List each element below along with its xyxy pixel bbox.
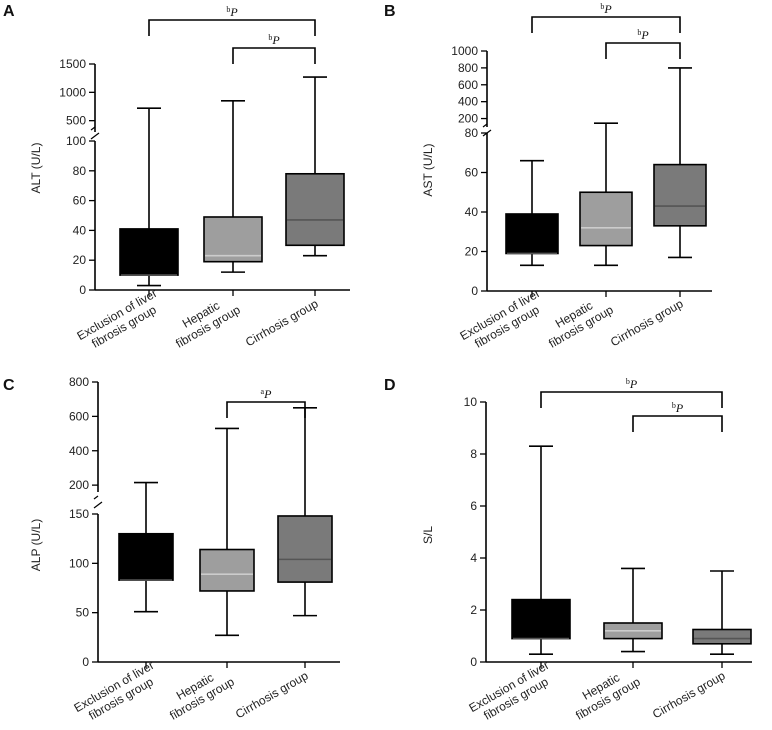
y-tick-label: 150 bbox=[69, 507, 89, 521]
box-iqr bbox=[505, 213, 559, 255]
y-tick-label: 100 bbox=[66, 134, 86, 148]
axis-break-mark bbox=[482, 123, 488, 128]
y-tick-label: 0 bbox=[470, 655, 477, 669]
y-tick-label: 8 bbox=[470, 447, 477, 461]
y-tick-label: 600 bbox=[69, 409, 89, 423]
y-tick-label: 600 bbox=[458, 78, 478, 92]
x-category-label: Exclusion of liverfibrosis group bbox=[467, 658, 559, 727]
panel-letter: D bbox=[384, 377, 396, 394]
y-axis-label: ALT (U/L) bbox=[29, 143, 43, 194]
significance-label: bP bbox=[637, 28, 649, 42]
significance-label: bP bbox=[626, 377, 638, 391]
x-category-label: Hepaticfibrosis group bbox=[566, 662, 643, 722]
y-tick-label: 400 bbox=[69, 444, 89, 458]
y-tick-label: 60 bbox=[465, 166, 479, 180]
box-iqr bbox=[118, 532, 174, 581]
y-tick-label: 6 bbox=[470, 499, 477, 513]
y-tick-label: 1000 bbox=[451, 44, 478, 58]
significance-bracket bbox=[540, 391, 723, 408]
y-tick-label: 400 bbox=[458, 95, 478, 109]
y-tick-label: 0 bbox=[82, 655, 89, 669]
panel-letter: A bbox=[3, 3, 15, 20]
significance-label: aP bbox=[261, 387, 273, 401]
significance-bracket bbox=[531, 16, 681, 33]
x-category-label: Hepaticfibrosis group bbox=[166, 290, 243, 350]
axis-break-mark bbox=[93, 501, 103, 509]
y-tick-label: 50 bbox=[76, 606, 90, 620]
y-tick-label: 20 bbox=[73, 253, 87, 267]
x-category-label: Hepaticfibrosis group bbox=[160, 662, 237, 722]
significance-label: bP bbox=[226, 5, 238, 19]
box-iqr bbox=[203, 216, 263, 263]
x-category-label: Exclusion of liverfibrosis group bbox=[75, 286, 167, 355]
significance-label: bP bbox=[600, 2, 612, 16]
x-category-label: Cirrhosis group bbox=[608, 296, 686, 349]
significance-bracket bbox=[148, 19, 316, 36]
box-iqr bbox=[285, 172, 345, 247]
panel-d: D S/L 0 2 4 6 8 10 Exclusion of liverfibrosis gr… bbox=[384, 377, 752, 727]
axis-break-mark bbox=[90, 126, 96, 131]
panel-letter: B bbox=[384, 3, 396, 20]
x-category-label: Cirrhosis group bbox=[243, 296, 321, 349]
x-category-label: Cirrhosis group bbox=[233, 668, 311, 721]
significance-bracket bbox=[232, 47, 316, 64]
box-iqr bbox=[119, 228, 179, 276]
y-tick-label: 80 bbox=[73, 164, 87, 178]
x-category-label: Cirrhosis group bbox=[650, 668, 728, 721]
significance-label: bP bbox=[672, 401, 684, 415]
panel-a: A ALT (U/L) 0 20 40 60 80 100 500 1000 1500 Exclusi… bbox=[3, 3, 350, 355]
y-tick-label: 40 bbox=[73, 223, 87, 237]
y-tick-label: 60 bbox=[73, 194, 87, 208]
significance-bracket bbox=[632, 415, 723, 432]
y-tick-label: 0 bbox=[79, 283, 86, 297]
box-iqr bbox=[692, 628, 752, 645]
y-tick-label: 2 bbox=[470, 603, 477, 617]
panel-letter: C bbox=[3, 377, 15, 394]
y-tick-label: 100 bbox=[69, 556, 89, 570]
y-tick-label: 200 bbox=[458, 112, 478, 126]
y-tick-label: 20 bbox=[465, 245, 479, 259]
y-tick-label: 1000 bbox=[59, 85, 86, 99]
y-axis-label: AST (U/L) bbox=[421, 143, 435, 196]
y-tick-label: 40 bbox=[465, 205, 479, 219]
y-tick-label: 80 bbox=[465, 126, 479, 140]
box-iqr bbox=[199, 548, 255, 592]
y-tick-label: 800 bbox=[69, 375, 89, 389]
y-tick-label: 0 bbox=[471, 284, 478, 298]
y-tick-label: 4 bbox=[470, 551, 477, 565]
axis-break-mark bbox=[93, 495, 99, 500]
significance-label: bP bbox=[268, 33, 280, 47]
axis-break-mark bbox=[90, 132, 100, 140]
y-tick-label: 500 bbox=[66, 114, 86, 128]
box-iqr bbox=[277, 515, 333, 583]
y-tick-label: 1500 bbox=[59, 57, 86, 71]
y-tick-label: 800 bbox=[458, 61, 478, 75]
significance-bracket bbox=[605, 42, 681, 59]
y-axis-label: ALP (U/L) bbox=[29, 519, 43, 571]
y-tick-label: 200 bbox=[69, 478, 89, 492]
box-iqr bbox=[511, 598, 571, 640]
y-tick-label: 10 bbox=[464, 395, 478, 409]
y-axis-label: S/L bbox=[421, 526, 435, 544]
x-category-label: Hepaticfibrosis group bbox=[539, 290, 616, 350]
box-iqr bbox=[579, 191, 633, 247]
box-iqr bbox=[653, 163, 707, 227]
significance-bracket bbox=[226, 401, 306, 418]
